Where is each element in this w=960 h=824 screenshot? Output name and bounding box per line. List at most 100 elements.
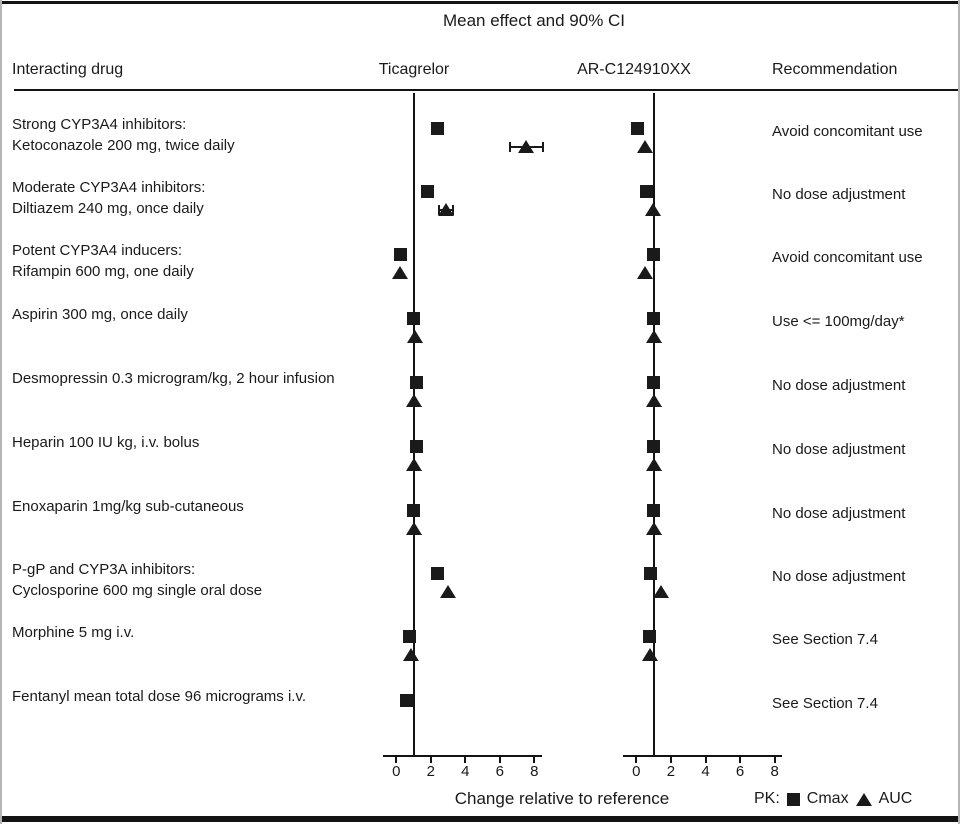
auc-triangle-icon: [855, 792, 872, 806]
auc-marker: [440, 585, 457, 598]
cmax-marker: [646, 312, 660, 325]
legend-cmax-label: Cmax: [806, 790, 849, 807]
x-axis-tick: [464, 755, 467, 763]
recommendation-text: No dose adjustment: [772, 377, 906, 394]
recommendation-text: Avoid concomitant use: [772, 123, 923, 140]
legend-auc-label: AUC: [878, 790, 913, 807]
drug-label-line: Cyclosporine 600 mg single oral dose: [12, 582, 263, 599]
drug-label-line: Potent CYP3A4 inducers:: [12, 242, 183, 259]
auc-marker: [646, 394, 663, 407]
drug-label-line: Strong CYP3A4 inhibitors:: [12, 116, 187, 133]
column-header-recommendation: Recommendation: [772, 61, 898, 78]
x-axis-tick: [669, 755, 672, 763]
cmax-marker: [393, 248, 407, 261]
x-axis-tick-label: 4: [701, 763, 710, 780]
drug-label-line: Diltiazem 240 mg, once daily: [12, 200, 204, 217]
drug-label: Strong CYP3A4 inhibitors: Ketoconazole 20…: [12, 114, 235, 156]
recommendation-text: No dose adjustment: [772, 568, 906, 585]
drug-label: P-gP and CYP3A inhibitors: Cyclosporine 6…: [12, 559, 262, 601]
cmax-marker: [407, 312, 421, 325]
auc-ci-cap-left: [509, 142, 512, 152]
drug-label: Potent CYP3A4 inducers: Rifampin 600 mg, …: [12, 240, 194, 282]
x-axis-tick-label: 6: [735, 763, 745, 780]
auc-marker: [653, 585, 670, 598]
drug-label-line: Moderate CYP3A4 inhibitors:: [12, 179, 206, 196]
drug-label: Fentanyl mean total dose 96 micrograms i…: [12, 686, 306, 707]
drug-label: Desmopressin 0.3 microgram/kg, 2 hour in…: [12, 368, 335, 389]
legend-prefix: PK:: [754, 790, 780, 807]
cmax-marker: [430, 567, 444, 580]
auc-marker: [644, 203, 661, 216]
drug-label-line: Rifampin 600 mg, one daily: [12, 263, 194, 280]
column-header-arc124910xx: AR-C124910XX: [577, 61, 691, 78]
x-axis-caption: Change relative to reference: [454, 789, 670, 808]
column-header-interacting-drug: Interacting drug: [12, 61, 124, 78]
reference-line-x1: [412, 93, 415, 755]
auc-marker: [645, 330, 662, 343]
auc-marker: [405, 394, 422, 407]
x-axis-tick: [704, 755, 707, 763]
auc-marker: [392, 266, 409, 279]
x-axis-tick-label: 8: [530, 763, 539, 780]
x-axis-tick-label: 2: [426, 763, 435, 780]
auc-marker: [438, 203, 455, 216]
drug-label: Morphine 5 mg i.v.: [12, 622, 134, 643]
top-border-rule: [2, 1, 958, 4]
column-header-ticagrelor: Ticagrelor: [378, 61, 450, 78]
x-axis-tick: [739, 755, 742, 763]
cmax-marker: [407, 504, 421, 517]
x-axis-tick: [773, 755, 776, 763]
drug-label-line: Aspirin 300 mg, once daily: [12, 306, 188, 323]
cmax-marker: [646, 376, 660, 389]
recommendation-text: Use <= 100mg/day*: [772, 313, 905, 330]
x-axis-tick: [395, 755, 398, 763]
header-separator-rule: [14, 89, 958, 91]
auc-marker: [407, 330, 424, 343]
x-axis-tick-label: 4: [461, 763, 470, 780]
x-axis-tick: [533, 755, 536, 763]
recommendation-text: No dose adjustment: [772, 186, 906, 203]
cmax-marker: [399, 694, 413, 707]
drug-label: Heparin 100 IU kg, i.v. bolus: [12, 432, 199, 453]
reference-line-x1: [652, 93, 655, 755]
drug-label-line: Morphine 5 mg i.v.: [12, 624, 135, 641]
x-axis-tick-label: 2: [666, 763, 676, 780]
cmax-marker: [421, 185, 435, 198]
drug-label: Aspirin 300 mg, once daily: [12, 304, 188, 325]
recommendation-text: See Section 7.4: [772, 631, 878, 648]
drug-label-line: Enoxaparin 1mg/kg sub-cutaneous: [12, 498, 244, 515]
drug-label-line: P-gP and CYP3A inhibitors:: [12, 561, 196, 578]
x-axis-line: [623, 755, 782, 757]
pk-legend: PK: Cmax AUC: [754, 790, 912, 808]
drug-label-line: Heparin 100 IU kg, i.v. bolus: [12, 434, 200, 451]
cmax-marker: [643, 630, 657, 643]
x-axis-tick: [429, 755, 432, 763]
auc-marker: [636, 140, 653, 153]
cmax-marker: [644, 567, 657, 580]
auc-marker: [405, 522, 422, 535]
drug-label: Enoxaparin 1mg/kg sub-cutaneous: [12, 496, 244, 517]
recommendation-text: See Section 7.4: [772, 695, 878, 712]
drug-label-line: Desmopressin 0.3 microgram/kg, 2 hour in…: [12, 370, 335, 387]
x-axis-tick: [635, 755, 638, 763]
cmax-marker: [647, 248, 661, 261]
auc-ci-cap-right: [541, 142, 544, 152]
cmax-marker: [639, 185, 653, 198]
drug-label-line: Ketoconazole 200 mg, twice daily: [12, 137, 235, 154]
recommendation-text: Avoid concomitant use: [772, 249, 923, 266]
x-axis-tick-label: 8: [770, 763, 779, 780]
recommendation-text: No dose adjustment: [772, 441, 906, 458]
drug-label: Moderate CYP3A4 inhibitors: Diltiazem 240…: [12, 177, 205, 219]
cmax-marker: [647, 504, 661, 517]
chart-title: Mean effect and 90% CI: [442, 11, 626, 30]
cmax-marker: [410, 440, 423, 453]
cmax-marker: [646, 440, 660, 453]
cmax-square-icon: [786, 792, 800, 806]
x-axis-line: [383, 755, 542, 757]
auc-marker: [645, 458, 662, 471]
cmax-marker: [403, 630, 417, 643]
auc-marker: [642, 648, 659, 661]
auc-marker: [406, 458, 423, 471]
x-axis-tick: [498, 755, 501, 763]
